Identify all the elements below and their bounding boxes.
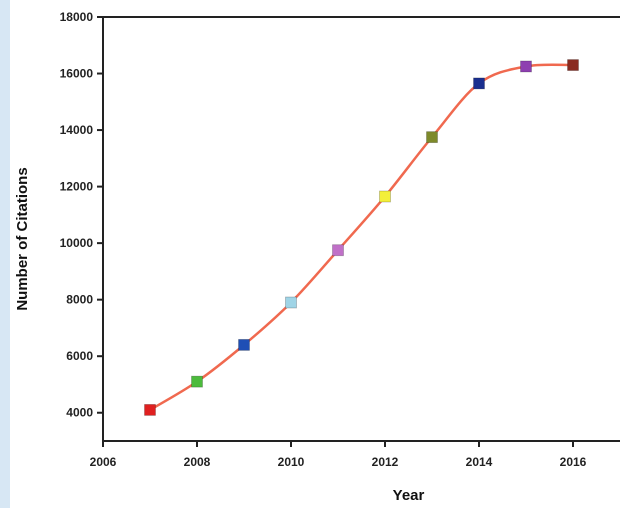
y-tick-label: 16000 xyxy=(60,67,94,81)
y-tick-label: 6000 xyxy=(66,349,93,363)
y-ticks: 4000 6000 8000 10000 12000 14000 16000 18000 xyxy=(60,10,103,420)
data-point-2011 xyxy=(332,244,344,257)
y-tick-label: 4000 xyxy=(66,406,93,420)
x-axis-title: Year xyxy=(393,487,425,504)
y-tick-label: 18000 xyxy=(60,10,94,24)
series-layer xyxy=(144,59,579,416)
x-tick-label: 2012 xyxy=(372,455,399,469)
left-decorative-strip xyxy=(0,0,10,508)
y-axis-title: Number of Citations xyxy=(14,167,31,310)
axes xyxy=(102,16,620,442)
data-point-2009 xyxy=(238,338,250,351)
series-line xyxy=(149,63,574,411)
y-tick-label: 14000 xyxy=(60,123,94,137)
data-point-2013 xyxy=(426,131,438,144)
y-tick-label: 10000 xyxy=(60,236,94,250)
data-point-2008 xyxy=(191,375,203,388)
y-tick-label: 12000 xyxy=(60,180,94,194)
data-point-2012 xyxy=(379,190,391,203)
data-point-2010 xyxy=(285,296,297,309)
data-point-2014 xyxy=(473,77,485,90)
x-ticks: 2006 2008 2010 2012 2014 2016 xyxy=(90,441,587,469)
data-point-2016 xyxy=(567,59,579,71)
data-point-2007 xyxy=(144,404,156,416)
x-tick-label: 2006 xyxy=(90,455,117,469)
data-point-2015 xyxy=(520,60,532,73)
x-tick-label: 2008 xyxy=(184,455,211,469)
x-tick-label: 2010 xyxy=(278,455,305,469)
y-tick-label: 8000 xyxy=(66,293,93,307)
x-tick-label: 2016 xyxy=(560,455,587,469)
x-tick-label: 2014 xyxy=(466,455,493,469)
